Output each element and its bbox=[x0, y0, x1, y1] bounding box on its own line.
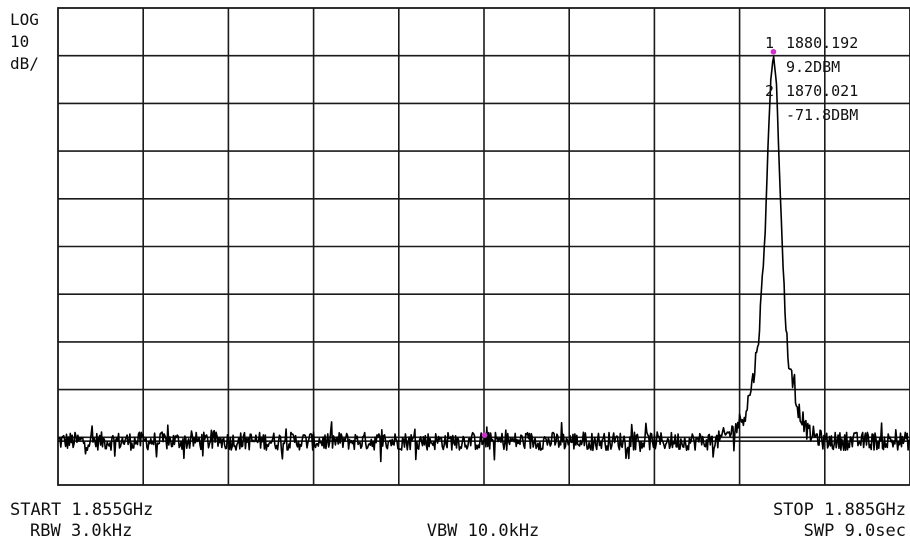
stop-frequency: STOP 1.885GHz bbox=[773, 500, 906, 520]
marker-1-frequency: 1880.192 bbox=[786, 34, 858, 52]
resolution-bandwidth: RBW 3.0kHz bbox=[30, 521, 132, 541]
marker-2-dot bbox=[481, 432, 488, 438]
scale-label-10: 10 bbox=[10, 32, 29, 51]
marker-1-dot bbox=[770, 48, 777, 55]
video-bandwidth: VBW 10.0kHz bbox=[427, 521, 540, 541]
start-frequency: START 1.855GHz bbox=[10, 500, 153, 520]
scale-label-db-per-div: dB/ bbox=[10, 54, 39, 73]
scale-label-log: LOG bbox=[10, 10, 39, 29]
marker-1-label: 1 bbox=[765, 34, 774, 52]
sweep-time: SWP 9.0sec bbox=[804, 521, 906, 541]
spectrum-trace bbox=[57, 56, 910, 463]
marker-2-frequency: 1870.021 bbox=[786, 82, 858, 100]
marker-1-level: 9.2DBM bbox=[786, 58, 840, 76]
marker-2-level: -71.8DBM bbox=[786, 106, 858, 124]
marker-2-label: 2 bbox=[765, 82, 774, 100]
plot-frame bbox=[57, 7, 910, 486]
